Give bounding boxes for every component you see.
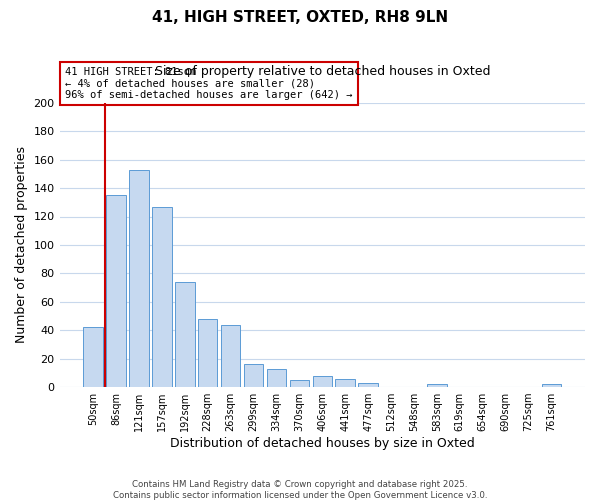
Bar xyxy=(152,206,172,387)
Bar xyxy=(83,328,103,387)
Text: Contains HM Land Registry data © Crown copyright and database right 2025.
Contai: Contains HM Land Registry data © Crown c… xyxy=(113,480,487,500)
Bar xyxy=(129,170,149,387)
Bar xyxy=(427,384,446,387)
Bar xyxy=(244,364,263,387)
Text: 41, HIGH STREET, OXTED, RH8 9LN: 41, HIGH STREET, OXTED, RH8 9LN xyxy=(152,10,448,25)
Bar xyxy=(198,319,217,387)
Bar xyxy=(313,376,332,387)
X-axis label: Distribution of detached houses by size in Oxted: Distribution of detached houses by size … xyxy=(170,437,475,450)
Bar xyxy=(175,282,194,387)
Bar xyxy=(335,378,355,387)
Title: Size of property relative to detached houses in Oxted: Size of property relative to detached ho… xyxy=(155,65,490,78)
Y-axis label: Number of detached properties: Number of detached properties xyxy=(15,146,28,344)
Bar xyxy=(542,384,561,387)
Bar xyxy=(267,368,286,387)
Bar xyxy=(358,383,378,387)
Bar xyxy=(106,195,126,387)
Text: 41 HIGH STREET: 81sqm
← 4% of detached houses are smaller (28)
96% of semi-detac: 41 HIGH STREET: 81sqm ← 4% of detached h… xyxy=(65,66,352,100)
Bar xyxy=(290,380,309,387)
Bar xyxy=(221,324,241,387)
